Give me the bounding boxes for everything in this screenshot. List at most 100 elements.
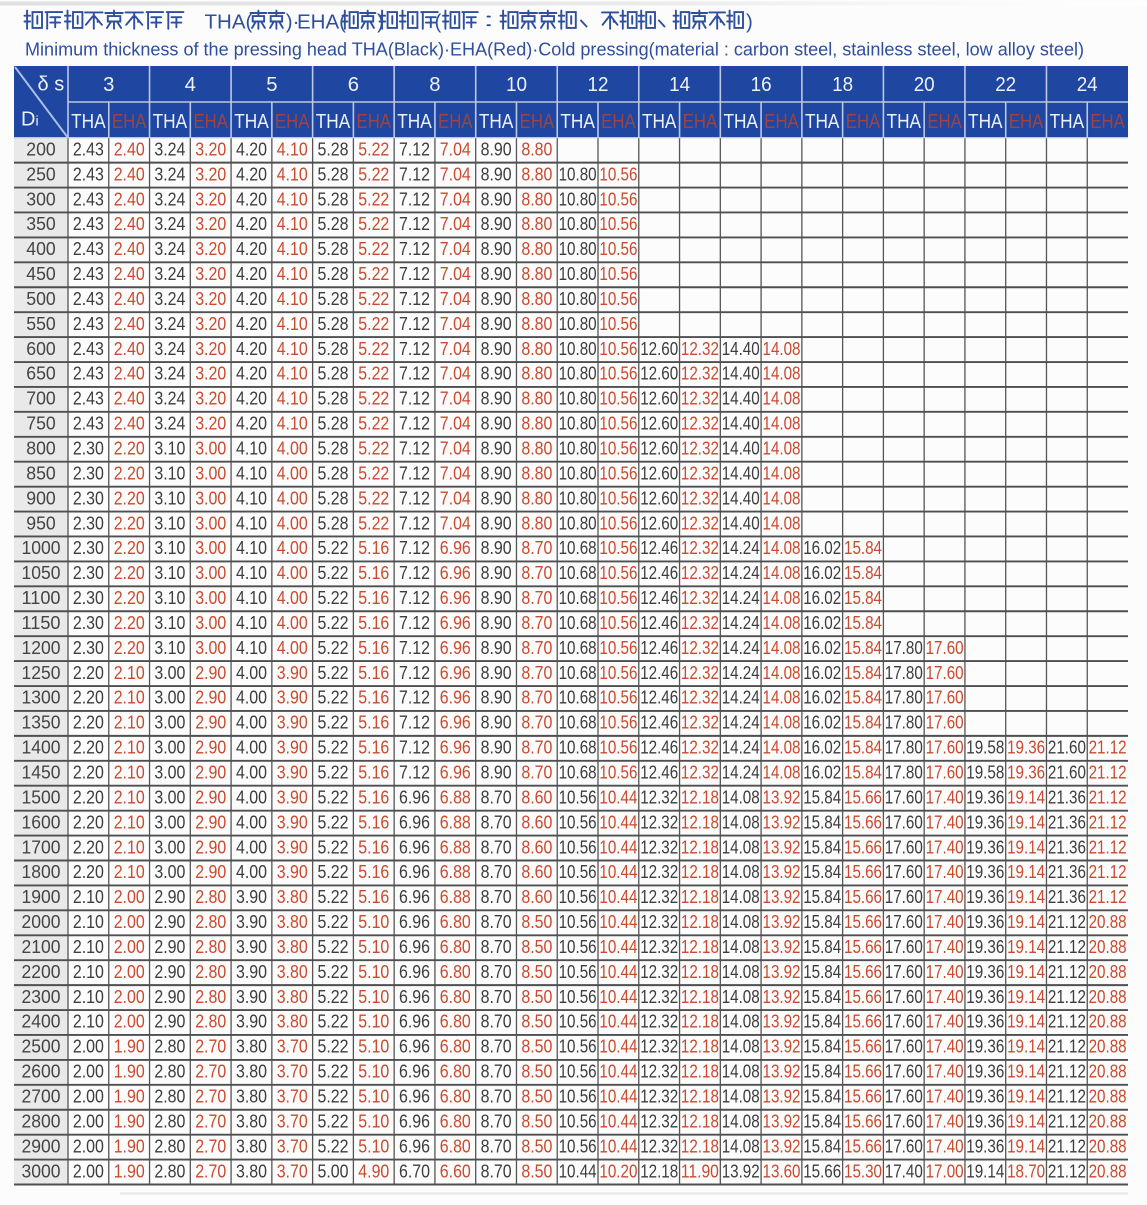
svg-text:14.24: 14.24 bbox=[722, 713, 760, 733]
svg-text:8.70: 8.70 bbox=[481, 962, 512, 982]
svg-text:4.20: 4.20 bbox=[236, 214, 267, 234]
svg-text:14.08: 14.08 bbox=[722, 862, 760, 882]
svg-text:8.50: 8.50 bbox=[521, 1062, 552, 1082]
svg-text:2.40: 2.40 bbox=[114, 389, 145, 409]
svg-text:19.36: 19.36 bbox=[966, 962, 1004, 982]
svg-text:19.14: 19.14 bbox=[1007, 1087, 1045, 1107]
svg-text:7.04: 7.04 bbox=[440, 314, 471, 334]
svg-text:3.00: 3.00 bbox=[195, 538, 226, 558]
svg-text:15.84: 15.84 bbox=[803, 962, 841, 982]
svg-text:6.96: 6.96 bbox=[440, 763, 471, 783]
svg-text:2.20: 2.20 bbox=[114, 613, 145, 633]
svg-text:10.44: 10.44 bbox=[599, 1062, 637, 1082]
svg-text:13.92: 13.92 bbox=[763, 1111, 801, 1131]
svg-text:2.70: 2.70 bbox=[195, 1161, 226, 1181]
svg-text:2.10: 2.10 bbox=[114, 688, 145, 708]
svg-text:5.10: 5.10 bbox=[358, 1136, 389, 1156]
svg-text:15.84: 15.84 bbox=[844, 613, 882, 633]
svg-text:14.08: 14.08 bbox=[722, 962, 760, 982]
svg-text:20.88: 20.88 bbox=[1089, 912, 1127, 932]
svg-text:19.36: 19.36 bbox=[966, 912, 1004, 932]
svg-text:8.70: 8.70 bbox=[481, 837, 512, 857]
svg-text:10.56: 10.56 bbox=[599, 314, 637, 334]
svg-text:3.20: 3.20 bbox=[195, 264, 226, 284]
svg-text:16.02: 16.02 bbox=[803, 738, 841, 758]
svg-text:3.70: 3.70 bbox=[277, 1136, 308, 1156]
svg-text:14.08: 14.08 bbox=[763, 613, 801, 633]
svg-text:7.12: 7.12 bbox=[399, 663, 430, 683]
svg-text:12.18: 12.18 bbox=[681, 837, 719, 857]
svg-text:12.18: 12.18 bbox=[681, 1136, 719, 1156]
svg-text:8.80: 8.80 bbox=[521, 239, 552, 259]
svg-text:18.70: 18.70 bbox=[1007, 1161, 1045, 1181]
svg-text:12.32: 12.32 bbox=[681, 613, 719, 633]
svg-text:3.70: 3.70 bbox=[277, 1161, 308, 1181]
svg-text:2700: 2700 bbox=[22, 1087, 61, 1107]
svg-text:10.44: 10.44 bbox=[599, 812, 637, 832]
svg-text:19.36: 19.36 bbox=[966, 862, 1004, 882]
svg-text:13.92: 13.92 bbox=[763, 887, 801, 907]
svg-text:7.04: 7.04 bbox=[440, 339, 471, 359]
svg-text:2.30: 2.30 bbox=[73, 563, 104, 583]
svg-text:4.00: 4.00 bbox=[277, 638, 308, 658]
svg-text:4.10: 4.10 bbox=[277, 364, 308, 384]
svg-text:5.22: 5.22 bbox=[358, 289, 389, 309]
svg-text:24: 24 bbox=[1077, 74, 1098, 96]
svg-text:5.28: 5.28 bbox=[318, 513, 349, 533]
svg-text:2.30: 2.30 bbox=[73, 463, 104, 483]
svg-text:10.56: 10.56 bbox=[599, 563, 637, 583]
svg-text:4.10: 4.10 bbox=[236, 538, 267, 558]
svg-text:THA(: THA( bbox=[205, 11, 253, 34]
svg-text:4.10: 4.10 bbox=[236, 613, 267, 633]
svg-text:2.40: 2.40 bbox=[114, 189, 145, 209]
svg-text:4.10: 4.10 bbox=[277, 239, 308, 259]
svg-text:21.12: 21.12 bbox=[1089, 862, 1127, 882]
svg-text:3.10: 3.10 bbox=[154, 513, 185, 533]
svg-text:2.80: 2.80 bbox=[154, 1037, 185, 1057]
svg-text:8.60: 8.60 bbox=[521, 862, 552, 882]
svg-text:10.80: 10.80 bbox=[559, 488, 597, 508]
svg-text:19.14: 19.14 bbox=[1007, 1062, 1045, 1082]
svg-text:8.80: 8.80 bbox=[521, 164, 552, 184]
svg-text:17.80: 17.80 bbox=[885, 738, 923, 758]
svg-text:12.32: 12.32 bbox=[640, 937, 678, 957]
svg-text:2.30: 2.30 bbox=[73, 488, 104, 508]
svg-text:4.10: 4.10 bbox=[277, 389, 308, 409]
svg-text:12.46: 12.46 bbox=[640, 588, 678, 608]
svg-text:19.36: 19.36 bbox=[966, 937, 1004, 957]
svg-text:700: 700 bbox=[26, 389, 56, 409]
svg-text:15.84: 15.84 bbox=[844, 663, 882, 683]
svg-text:15.66: 15.66 bbox=[844, 812, 882, 832]
svg-text:13.92: 13.92 bbox=[763, 1037, 801, 1057]
svg-text:3.90: 3.90 bbox=[236, 962, 267, 982]
svg-text:3.00: 3.00 bbox=[154, 812, 185, 832]
svg-text:10.56: 10.56 bbox=[559, 787, 597, 807]
svg-text:10.80: 10.80 bbox=[559, 513, 597, 533]
svg-text:8.90: 8.90 bbox=[481, 763, 512, 783]
svg-text:2.10: 2.10 bbox=[73, 1012, 104, 1032]
svg-text:12.18: 12.18 bbox=[681, 1037, 719, 1057]
svg-text:6.96: 6.96 bbox=[399, 887, 430, 907]
svg-text:3.24: 3.24 bbox=[154, 339, 185, 359]
svg-text:2.20: 2.20 bbox=[114, 588, 145, 608]
svg-text:2.10: 2.10 bbox=[73, 962, 104, 982]
svg-text:2.90: 2.90 bbox=[154, 887, 185, 907]
svg-text:3.90: 3.90 bbox=[277, 663, 308, 683]
svg-text:14.08: 14.08 bbox=[722, 787, 760, 807]
svg-text:2.10: 2.10 bbox=[114, 837, 145, 857]
svg-text:5.22: 5.22 bbox=[318, 862, 349, 882]
svg-text:12.18: 12.18 bbox=[681, 1062, 719, 1082]
svg-text:21.12: 21.12 bbox=[1048, 1012, 1086, 1032]
svg-text:10.56: 10.56 bbox=[559, 837, 597, 857]
svg-text:10.68: 10.68 bbox=[559, 613, 597, 633]
svg-text:8.90: 8.90 bbox=[481, 264, 512, 284]
svg-text:EHA: EHA bbox=[1090, 110, 1125, 133]
svg-text:6.96: 6.96 bbox=[399, 987, 430, 1007]
svg-text:12.32: 12.32 bbox=[681, 763, 719, 783]
svg-text:3.90: 3.90 bbox=[236, 937, 267, 957]
svg-text:16.02: 16.02 bbox=[803, 613, 841, 633]
svg-text:17.60: 17.60 bbox=[885, 987, 923, 1007]
svg-text:12.32: 12.32 bbox=[681, 488, 719, 508]
svg-text:5.22: 5.22 bbox=[358, 189, 389, 209]
svg-text:2.80: 2.80 bbox=[154, 1111, 185, 1131]
